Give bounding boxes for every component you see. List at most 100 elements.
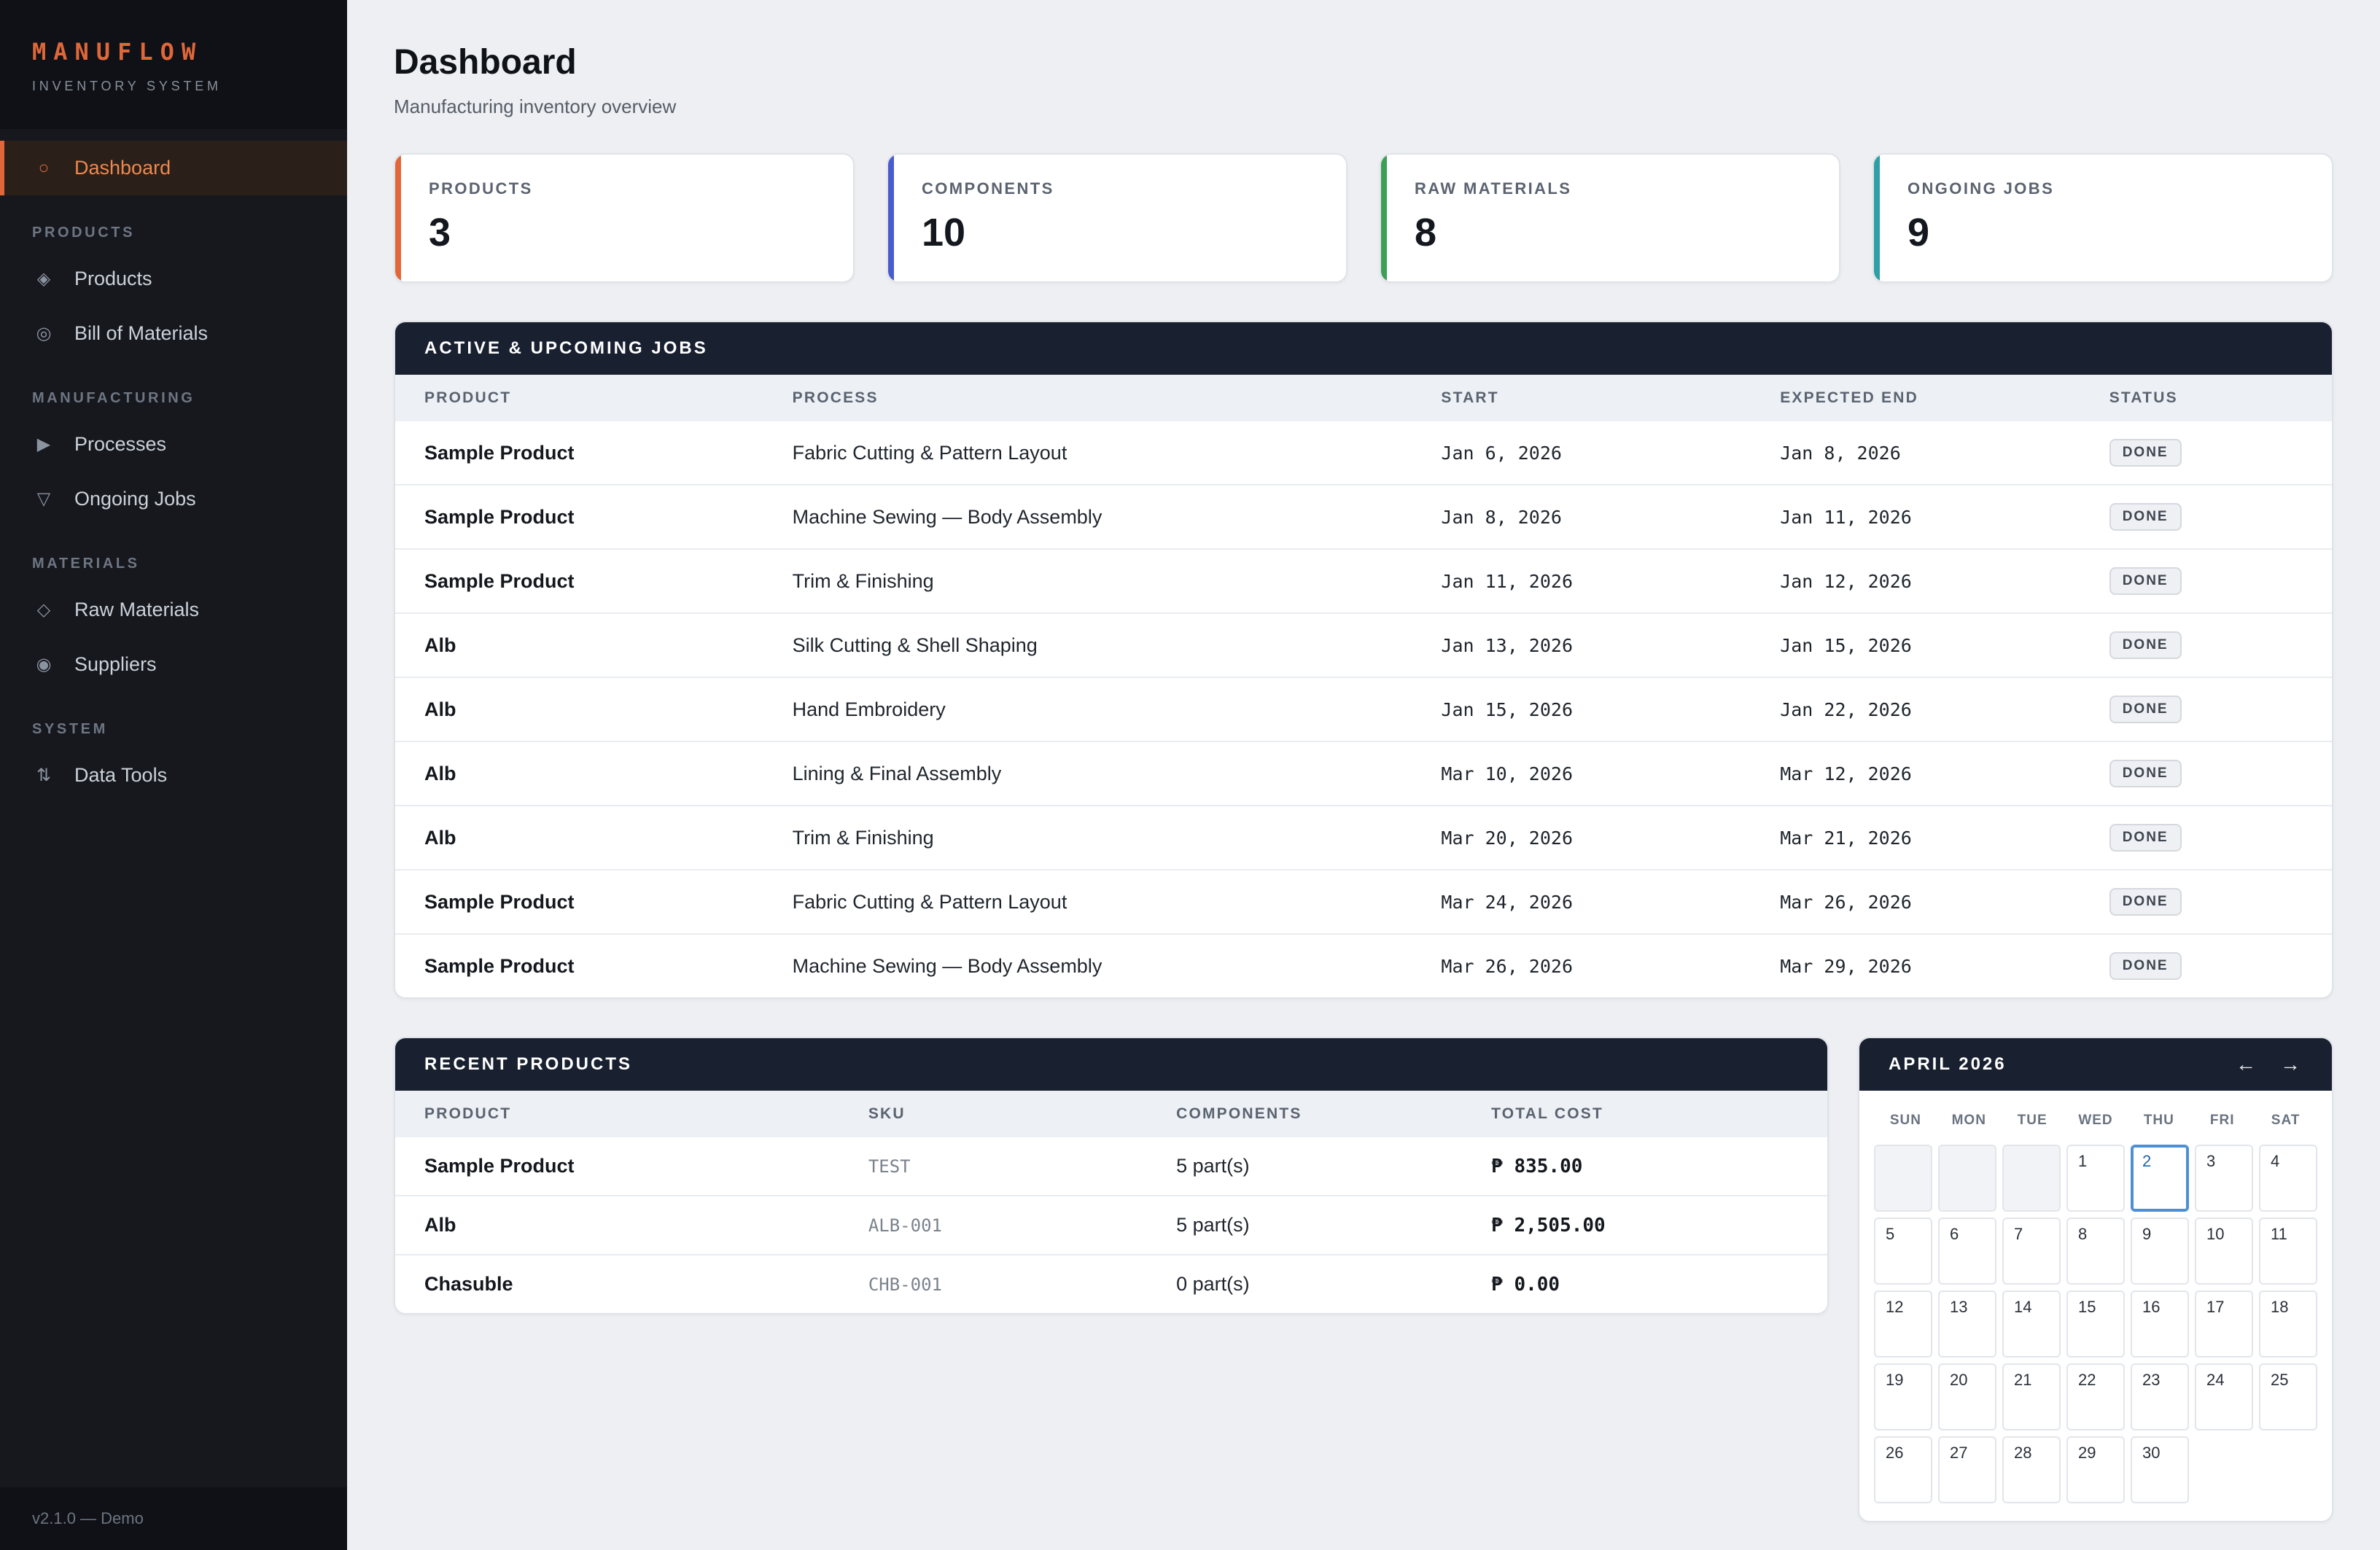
calendar-day-12[interactable]: 12 xyxy=(1874,1290,1932,1358)
job-process: Fabric Cutting & Pattern Layout xyxy=(792,441,1068,464)
calendar-day-20[interactable]: 20 xyxy=(1938,1363,1996,1430)
calendar-day-18[interactable]: 18 xyxy=(2259,1290,2317,1358)
stat-label: ONGOING JOBS xyxy=(1908,179,2055,198)
stat-card-ongoing-jobs: ONGOING JOBS 9 xyxy=(1872,153,2333,283)
calendar-day-25[interactable]: 25 xyxy=(2259,1363,2317,1430)
job-start-date: Jan 6, 2026 xyxy=(1441,442,1562,464)
job-end-date: Mar 21, 2026 xyxy=(1751,805,2080,870)
calendar-day-13[interactable]: 13 xyxy=(1938,1290,1996,1358)
calendar-day-1[interactable]: 1 xyxy=(2066,1145,2125,1212)
calendar-grid: 1 2 3 4 5 6 7 8 9 10 11 12 13 14 15 16 17 18 19 20 21 22 23 24 2… xyxy=(1859,1140,2332,1521)
sidebar-item-data-tools[interactable]: ⇅ Data Tools xyxy=(0,748,347,803)
calendar-day-7[interactable]: 7 xyxy=(2002,1218,2061,1285)
calendar-day-5[interactable]: 5 xyxy=(1874,1218,1932,1285)
stat-accent-bar xyxy=(1874,155,1880,281)
job-product: Sample Product xyxy=(424,441,575,464)
calendar-day-17[interactable]: 17 xyxy=(2195,1290,2253,1358)
stat-label: RAW MATERIALS xyxy=(1415,179,1572,198)
job-process: Lining & Final Assembly xyxy=(763,741,1412,806)
recent-col-total-cost: TOTAL COST xyxy=(1462,1091,1827,1137)
job-process: Machine Sewing — Body Assembly xyxy=(763,933,1412,997)
job-start-date: Mar 26, 2026 xyxy=(1412,933,1751,997)
status-badge: DONE xyxy=(2109,631,2182,659)
calendar-day-8[interactable]: 8 xyxy=(2066,1218,2125,1285)
recent-product: Sample Product xyxy=(424,1155,575,1177)
job-start-date: Jan 8, 2026 xyxy=(1412,484,1751,549)
calendar-day-2[interactable]: 2 xyxy=(2131,1145,2189,1212)
job-start-date: Mar 24, 2026 xyxy=(1412,869,1751,934)
calendar-day-15[interactable]: 15 xyxy=(2066,1290,2125,1358)
app-version: v2.1.0 — Demo xyxy=(0,1487,347,1550)
recent-sku: ALB-001 xyxy=(839,1195,1148,1255)
sidebar-item-label: Raw Materials xyxy=(74,599,200,620)
page-title: Dashboard xyxy=(394,43,577,82)
calendar-day-23[interactable]: 23 xyxy=(2131,1363,2189,1430)
sidebar-item-suppliers[interactable]: ◉ Suppliers xyxy=(0,637,347,692)
job-end-date: Jan 11, 2026 xyxy=(1751,484,2080,549)
sidebar-item-processes[interactable]: ▶ Processes xyxy=(0,417,347,472)
main-content: Dashboard Manufacturing inventory overvi… xyxy=(347,0,2380,1550)
sidebar-item-bill-of-materials[interactable]: ◎ Bill of Materials xyxy=(0,306,347,361)
status-badge: DONE xyxy=(2109,503,2182,531)
job-status-cell: DONE xyxy=(2080,677,2332,741)
sidebar-item-products[interactable]: ◈ Products xyxy=(0,252,347,306)
recent-table-row: Alb ALB-001 5 part(s) ₱ 2,505.00 xyxy=(395,1195,1827,1255)
job-end-date: Mar 29, 2026 xyxy=(1751,933,2080,997)
dashboard-icon: ○ xyxy=(38,157,50,178)
recent-table-header-row: PRODUCT SKU COMPONENTS TOTAL COST xyxy=(395,1091,1827,1137)
calendar-header: APRIL 2026 ← → xyxy=(1859,1038,2332,1091)
jobs-col-start: START xyxy=(1412,375,1751,421)
calendar-day-16[interactable]: 16 xyxy=(2131,1290,2189,1358)
recent-col-product: PRODUCT xyxy=(395,1091,839,1137)
app-logo: MANUFLOW xyxy=(32,38,203,66)
sidebar-item-label: Products xyxy=(74,268,152,289)
sidebar-item-ongoing-jobs[interactable]: ▽ Ongoing Jobs xyxy=(0,472,347,526)
calendar-day-24[interactable]: 24 xyxy=(2195,1363,2253,1430)
products-icon: ◈ xyxy=(36,269,51,289)
sidebar-item-label: Data Tools xyxy=(74,764,168,786)
bill-of-materials-icon: ◎ xyxy=(36,324,52,343)
calendar-empty-cell xyxy=(2002,1145,2061,1212)
calendar-day-27[interactable]: 27 xyxy=(1938,1436,1996,1503)
calendar-day-19[interactable]: 19 xyxy=(1874,1363,1932,1430)
calendar-next-icon[interactable]: → xyxy=(2280,1053,2303,1075)
recent-product: Chasuble xyxy=(395,1254,839,1313)
recent-products-title: RECENT PRODUCTS xyxy=(424,1054,633,1074)
calendar-dow-wed: WED xyxy=(2078,1113,2113,1128)
jobs-table-body: Sample Product Fabric Cutting & Pattern L… xyxy=(395,421,2332,997)
calendar-day-6[interactable]: 6 xyxy=(1938,1218,1996,1285)
sidebar-section-label-products: PRODUCTS xyxy=(32,225,136,241)
calendar-day-10[interactable]: 10 xyxy=(2195,1218,2253,1285)
job-product: Alb xyxy=(395,612,763,677)
job-start-date: Mar 20, 2026 xyxy=(1412,805,1751,870)
job-product: Sample Product xyxy=(395,869,763,934)
job-start-date: Mar 10, 2026 xyxy=(1412,741,1751,806)
calendar-day-22[interactable]: 22 xyxy=(2066,1363,2125,1430)
calendar-day-28[interactable]: 28 xyxy=(2002,1436,2061,1503)
jobs-table: PRODUCT PROCESS START EXPECTED END STATUS Sa… xyxy=(395,375,2332,997)
calendar-day-14[interactable]: 14 xyxy=(2002,1290,2061,1358)
job-status-cell: DONE xyxy=(2080,548,2332,613)
calendar-day-9[interactable]: 9 xyxy=(2131,1218,2189,1285)
recent-products-table: PRODUCT SKU COMPONENTS TOTAL COST Sample Pr… xyxy=(395,1091,1827,1313)
calendar-day-21[interactable]: 21 xyxy=(2002,1363,2061,1430)
calendar-day-11[interactable]: 11 xyxy=(2259,1218,2317,1285)
stat-value: 8 xyxy=(1415,211,1437,254)
sidebar-item-label: Processes xyxy=(74,433,167,455)
job-status-cell: DONE xyxy=(2080,741,2332,806)
calendar-day-30[interactable]: 30 xyxy=(2131,1436,2189,1503)
calendar-day-29[interactable]: 29 xyxy=(2066,1436,2125,1503)
job-status-cell: DONE xyxy=(2080,933,2332,997)
calendar-prev-icon[interactable]: ← xyxy=(2236,1053,2258,1075)
raw-materials-icon: ◇ xyxy=(36,600,51,620)
sidebar-item-dashboard[interactable]: ○ Dashboard xyxy=(0,141,347,195)
jobs-card-title: ACTIVE & UPCOMING JOBS xyxy=(424,338,708,358)
calendar-day-4[interactable]: 4 xyxy=(2259,1145,2317,1212)
calendar-day-26[interactable]: 26 xyxy=(1874,1436,1932,1503)
ongoing-jobs-icon: ▽ xyxy=(36,489,51,509)
sidebar-item-raw-materials[interactable]: ◇ Raw Materials xyxy=(0,583,347,637)
calendar-day-3[interactable]: 3 xyxy=(2195,1145,2253,1212)
app-logo-subtitle: INVENTORY SYSTEM xyxy=(32,79,222,93)
sidebar-section-label-system: SYSTEM xyxy=(32,721,108,737)
status-badge: DONE xyxy=(2109,696,2182,723)
